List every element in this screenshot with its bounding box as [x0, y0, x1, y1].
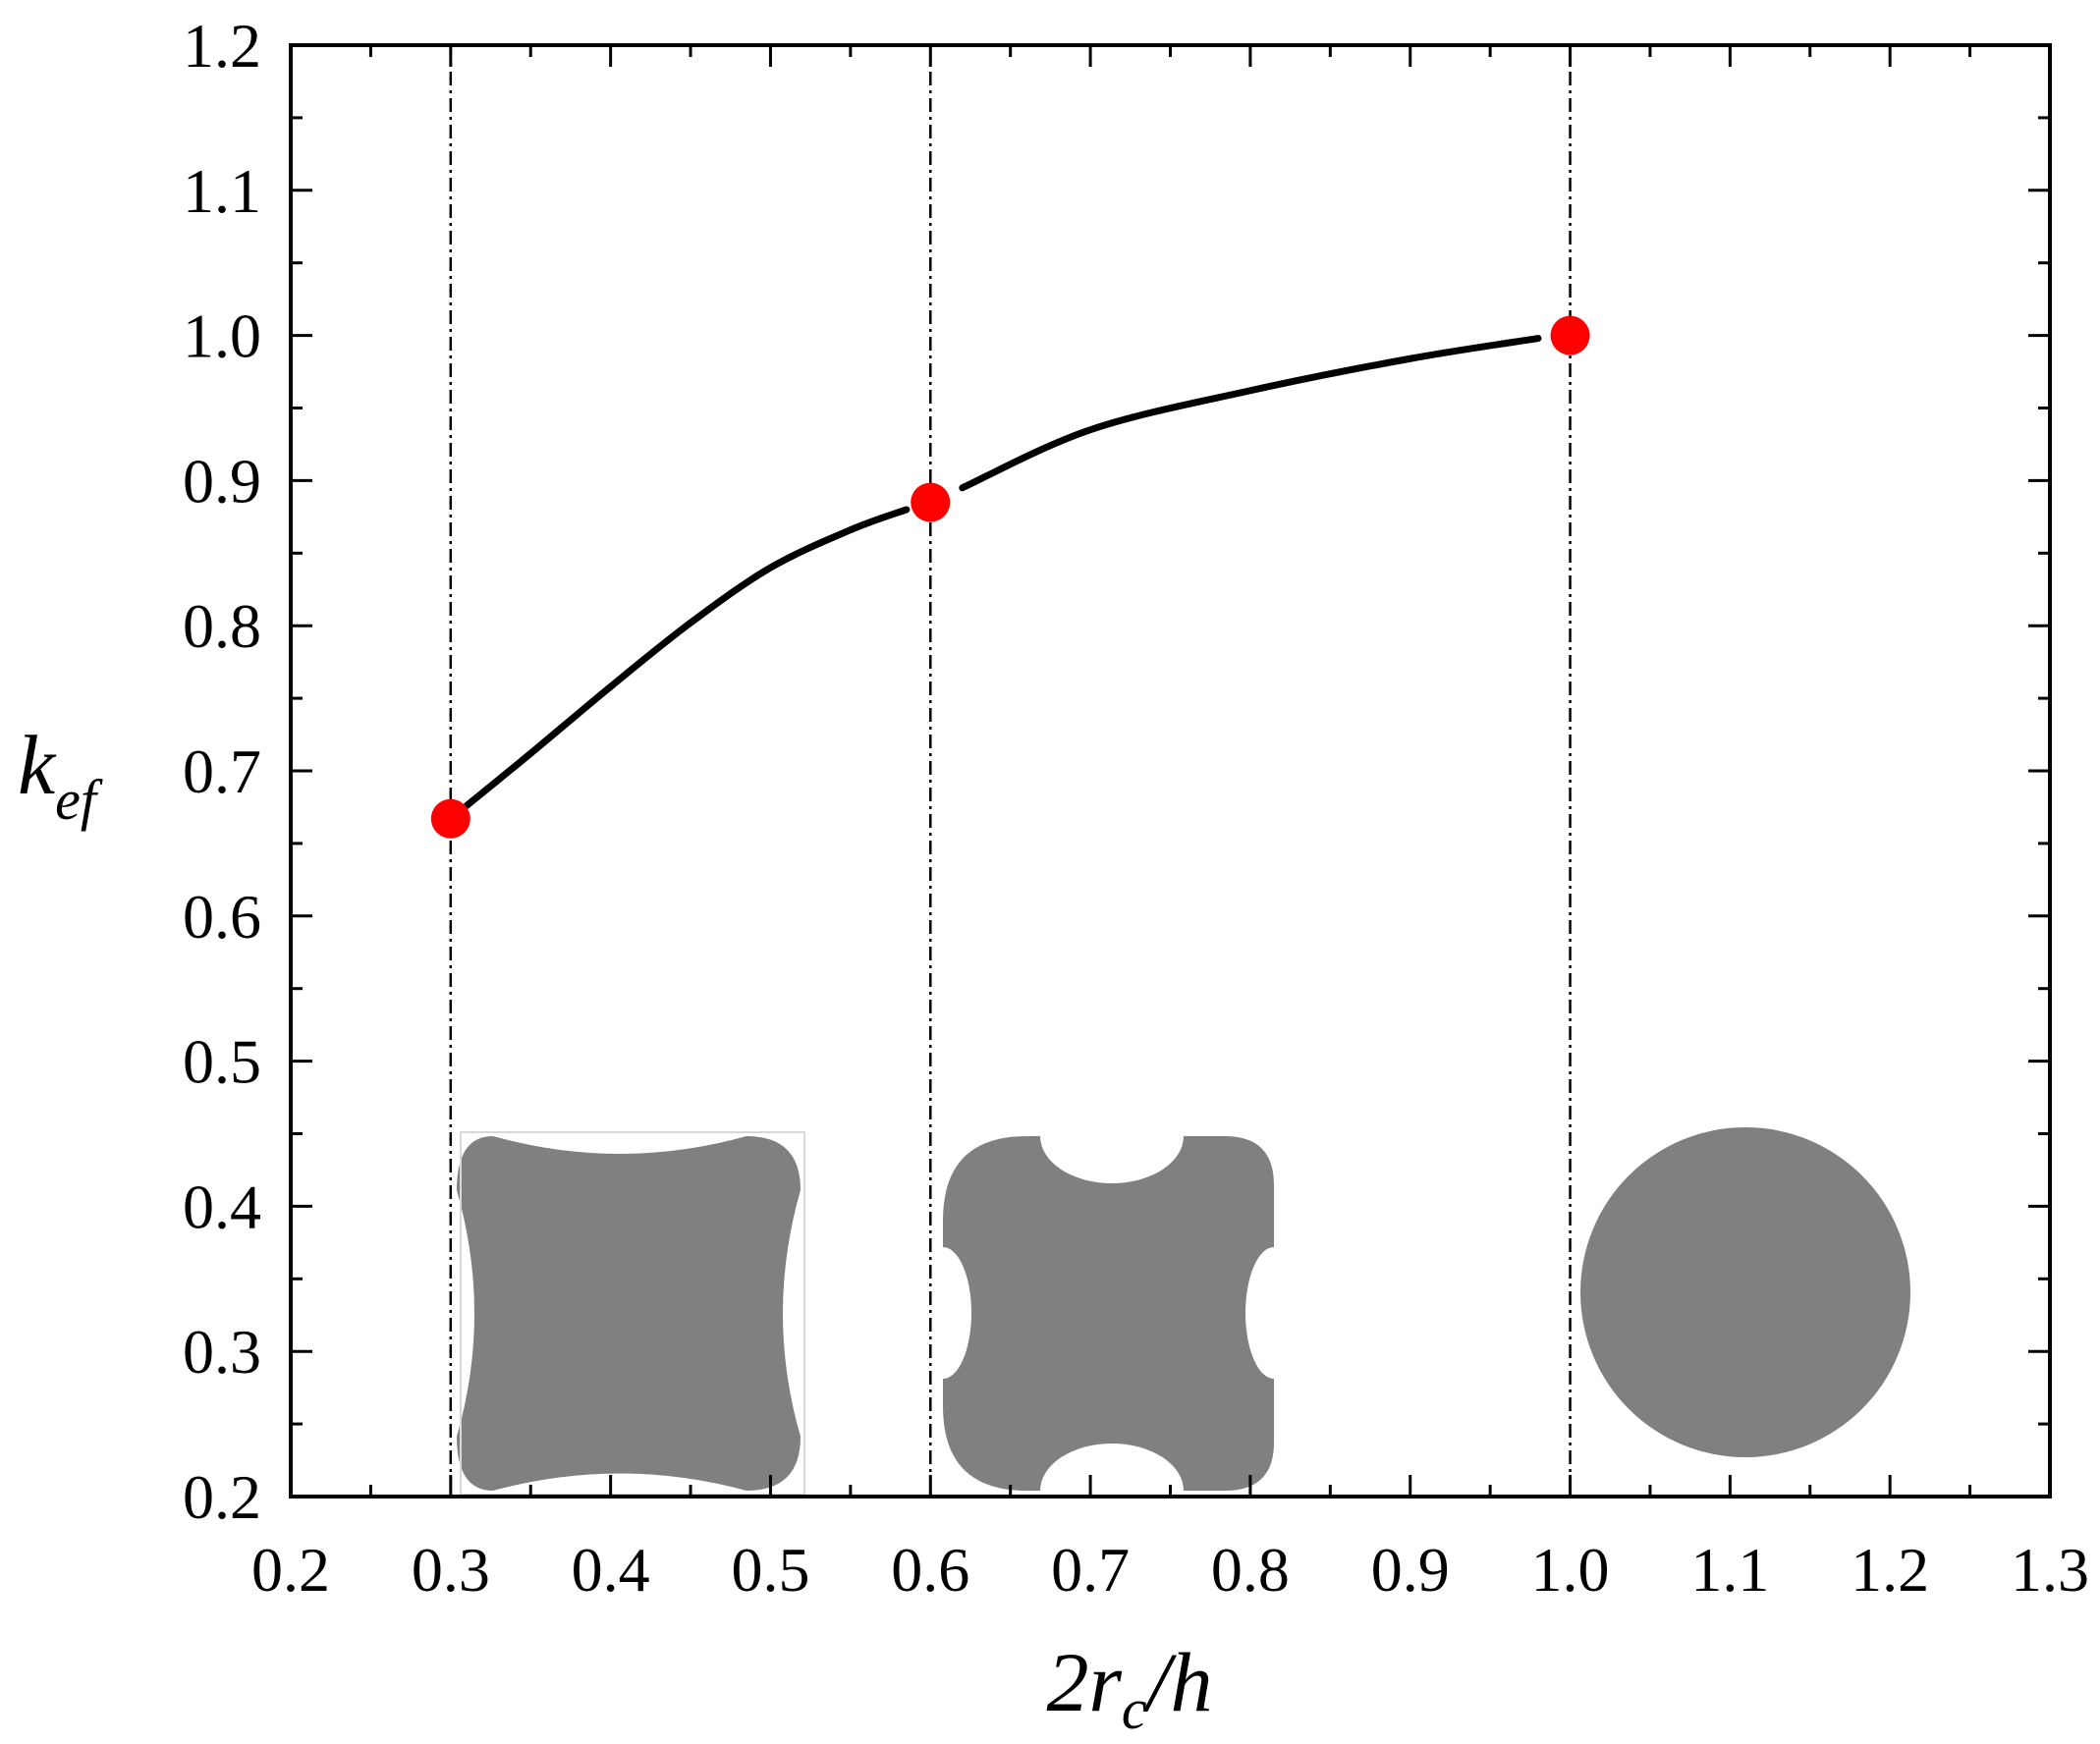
x-tick-label: 0.3 — [412, 1535, 490, 1605]
y-tick-label: 0.3 — [183, 1317, 261, 1387]
y-axis-title: kef — [18, 718, 103, 832]
data-point — [1550, 315, 1590, 355]
y-tick-label: 0.9 — [183, 446, 261, 516]
y-tick-label: 1.1 — [183, 156, 261, 226]
axes: 0.2 0.3 0.4 0.5 0.6 0.7 0.8 0.9 1.0 1.1 1.2 1.3 0.2 0… — [183, 11, 2089, 1605]
y-tick-label: 1.2 — [183, 11, 261, 81]
x-tick-label: 0.9 — [1371, 1535, 1450, 1605]
data-point — [430, 798, 470, 839]
inset-concave-square — [457, 1136, 801, 1491]
series-line — [959, 335, 1542, 492]
series-line — [463, 506, 911, 809]
inset-notched-rounded-square — [943, 1136, 1274, 1491]
data-point — [911, 482, 951, 522]
x-tick-label: 0.5 — [731, 1535, 809, 1605]
x-axis-title: 2rc/h — [1046, 1635, 1212, 1741]
cross-section-insets — [457, 1127, 1910, 1496]
x-tick-label: 0.4 — [572, 1535, 650, 1605]
y-tick-label: 0.5 — [183, 1027, 261, 1097]
y-tick-label: 0.2 — [183, 1462, 261, 1532]
x-tick-label: 0.2 — [251, 1535, 330, 1605]
x-tick-label: 1.0 — [1531, 1535, 1610, 1605]
y-tick-label: 0.8 — [183, 591, 261, 661]
x-tick-label: 0.6 — [891, 1535, 969, 1605]
reference-lines — [449, 45, 1572, 1497]
x-tick-label: 1.1 — [1690, 1535, 1769, 1605]
data-series — [430, 315, 1590, 839]
y-tick-label: 0.7 — [183, 736, 261, 806]
x-tick-label: 1.2 — [1851, 1535, 1929, 1605]
inset-circle — [1580, 1127, 1910, 1457]
x-tick-label: 0.7 — [1051, 1535, 1130, 1605]
x-tick-label: 0.8 — [1211, 1535, 1290, 1605]
y-tick-label: 0.4 — [183, 1172, 261, 1241]
y-tick-label: 1.0 — [183, 301, 261, 371]
x-tick-label: 1.3 — [2011, 1535, 2089, 1605]
y-tick-label: 0.6 — [183, 882, 261, 952]
